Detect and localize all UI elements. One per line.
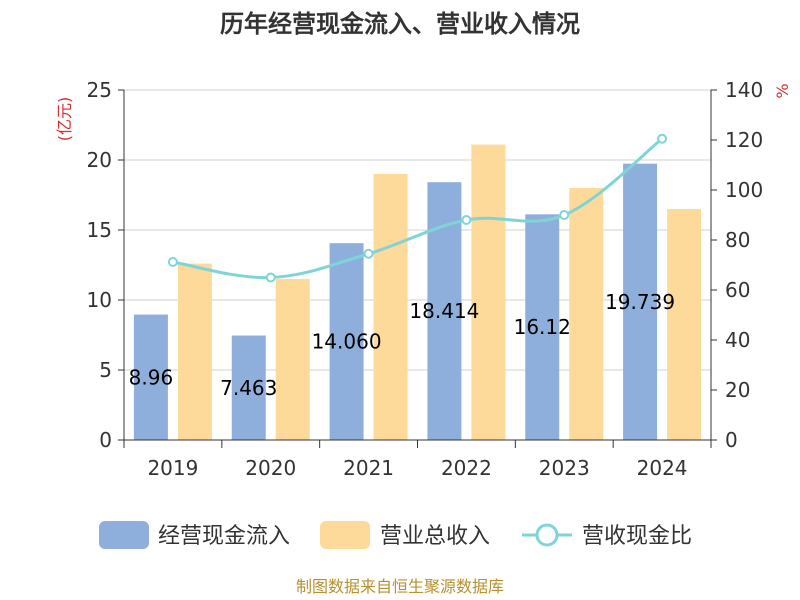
right-axis-tick-label: 0 [725, 428, 738, 452]
bar-cash-inflow [623, 163, 658, 441]
x-axis-tick-label: 2021 [343, 456, 394, 480]
bar-revenue [667, 209, 702, 440]
data-labels: 8.96 7.463 14.060 18.414 16.12 19.739 [129, 290, 675, 400]
right-axis-tick-label: 100 [725, 178, 763, 202]
bar-value-label: 7.463 [220, 376, 277, 400]
ratio-point [657, 133, 668, 144]
ratio-point [167, 257, 178, 267]
bar-value-label: 14.060 [312, 330, 382, 354]
x-axis-tick-label: 2019 [147, 456, 198, 480]
bar-cash-inflow [231, 335, 266, 440]
legend-label-cash-inflow: 经营现金流入 [158, 524, 290, 549]
x-axis-tick-label: 2020 [245, 456, 296, 480]
bar-value-label: 16.12 [514, 315, 571, 339]
right-axis-tick-label: 60 [725, 278, 750, 302]
right-axis-unit: % [773, 83, 792, 98]
right-axis-tick-label: 120 [725, 128, 763, 152]
bars [133, 144, 702, 441]
left-axis-tick-label: 10 [87, 288, 112, 312]
bar-revenue [275, 279, 310, 440]
bar-cash-inflow [133, 314, 168, 440]
chart-title: 历年经营现金流入、营业收入情况 [220, 10, 580, 38]
left-axis-tick-label: 20 [87, 148, 112, 172]
bar-revenue [471, 144, 506, 440]
source-note: 制图数据来自恒生聚源数据库 [296, 577, 504, 596]
x-axis-tick-label: 2022 [441, 456, 492, 480]
bar-value-label: 8.96 [129, 365, 174, 389]
left-axis-tick-label: 25 [87, 78, 112, 102]
ratio-point [461, 215, 472, 225]
bar-cash-inflow [525, 214, 560, 440]
bar-revenue [373, 174, 408, 440]
bar-revenue [177, 263, 212, 440]
bar-cash-inflow [329, 243, 364, 440]
ratio-point [363, 248, 374, 259]
legend-swatch-revenue [320, 521, 370, 549]
left-axis-tick-label: 5 [99, 358, 112, 382]
right-axis-tick-label: 40 [725, 328, 750, 352]
bar-value-label: 19.739 [605, 290, 675, 314]
bar-revenue [569, 188, 604, 440]
ratio-line [167, 133, 668, 283]
legend-swatch-cash-inflow [99, 521, 149, 549]
right-axis-tick-label: 140 [725, 78, 763, 102]
ratio-point [265, 272, 276, 283]
right-axis-tick-label: 80 [725, 228, 750, 252]
legend: 经营现金流入 营业总收入 营收现金比 [99, 521, 692, 549]
ratio-point [559, 210, 570, 220]
bar-value-label: 18.414 [409, 299, 479, 323]
ratio-line-path [172, 137, 664, 280]
x-axis-tick-label: 2024 [637, 456, 688, 480]
legend-label-ratio: 营收现金比 [582, 524, 692, 549]
right-axis-tick-label: 20 [725, 378, 750, 402]
legend-label-revenue: 营业总收入 [380, 524, 490, 549]
left-axis-tick-label: 15 [87, 218, 112, 242]
left-axis-unit: (亿元) [55, 97, 74, 142]
x-axis-tick-label: 2023 [539, 456, 590, 480]
grid-lines [124, 89, 711, 371]
left-axis-tick-label: 0 [99, 428, 112, 452]
legend-swatch-ratio-marker [535, 523, 559, 547]
axes: 0 5 10 15 20 25 0 20 40 60 80 100 120 140 2019 2020 2021… [87, 78, 764, 480]
